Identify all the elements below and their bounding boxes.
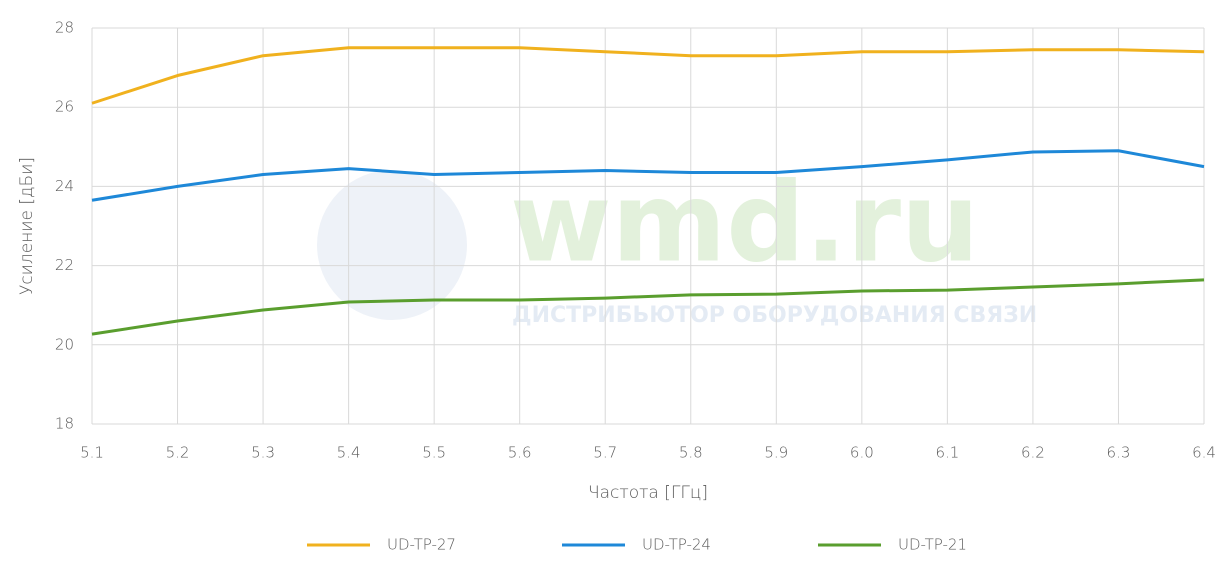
x-tick-label: 5.9 [764, 444, 788, 462]
x-tick-label: 5.5 [422, 444, 446, 462]
y-tick-label: 22 [55, 256, 74, 274]
watermark-group: wmd.ru ДИСТРИБЬЮТОР ОБОРУДОВАНИЯ СВЯЗИ [317, 158, 1037, 328]
x-tick-label: 6.4 [1192, 444, 1216, 462]
x-tick-label: 6.0 [850, 444, 874, 462]
x-tick-label: 6.2 [1021, 444, 1045, 462]
watermark: wmd.ru [510, 158, 979, 286]
x-tick-label: 5.2 [166, 444, 190, 462]
x-tick-label: 5.7 [593, 444, 617, 462]
series-line [91, 149, 1205, 202]
y-tick-label: 24 [55, 177, 74, 195]
y-tick-label: 18 [55, 415, 74, 433]
watermark-subtitle: ДИСТРИБЬЮТОР ОБОРУДОВАНИЯ СВЯЗИ [512, 303, 1037, 328]
x-tick-label: 6.3 [1107, 444, 1131, 462]
x-axis-label: Частота [ГГц] [588, 483, 708, 503]
y-tick-label: 26 [55, 98, 74, 116]
legend-label: UD-TP-27 [387, 536, 456, 554]
y-tick-label: 20 [55, 335, 74, 353]
y-tick-label: 28 [55, 19, 74, 37]
x-tick-label: 6.1 [935, 444, 959, 462]
watermark-logo [317, 170, 467, 320]
x-tick-label: 5.4 [337, 444, 361, 462]
series-line [91, 278, 1205, 336]
x-tick-label: 5.6 [508, 444, 532, 462]
x-tick-label: 5.8 [679, 444, 703, 462]
legend-label: UD-TP-24 [642, 536, 711, 554]
x-tick-label: 5.1 [80, 444, 104, 462]
x-tick-label: 5.3 [251, 444, 275, 462]
legend-label: UD-TP-21 [898, 536, 967, 554]
y-axis-label: Усиление [дБи] [17, 157, 37, 295]
series-line [91, 46, 1205, 105]
